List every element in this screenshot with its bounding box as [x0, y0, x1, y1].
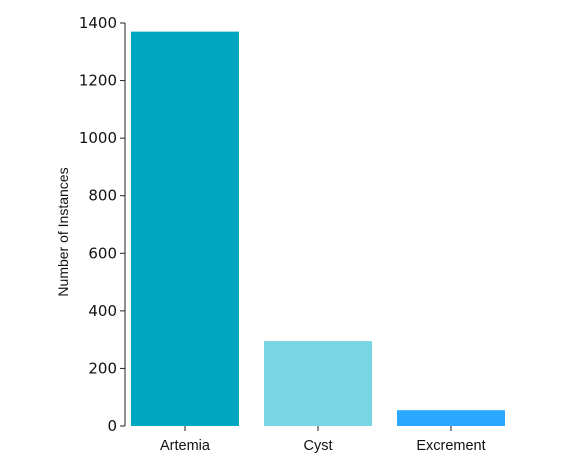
y-tick-label: 600: [88, 244, 117, 262]
bar-excrement: [397, 410, 505, 426]
x-tick-label: Artemia: [160, 438, 211, 454]
x-tick-label: Cyst: [304, 438, 333, 454]
y-axis: 0 200 400 600 800 1000 1200 1400: [79, 14, 126, 435]
x-axis: Artemia Cyst Excrement: [160, 426, 486, 454]
y-tick-label: 800: [88, 187, 117, 205]
y-tick-label: 1200: [79, 72, 117, 90]
y-tick-label: 200: [88, 359, 117, 377]
y-tick-label: 0: [107, 417, 117, 435]
y-tick-label: 1000: [79, 129, 117, 147]
y-tick-label: 1400: [79, 14, 117, 32]
bar-artemia: [131, 31, 239, 427]
bar-cyst: [264, 341, 372, 426]
bars: [131, 31, 505, 427]
y-tick-label: 400: [88, 302, 117, 320]
x-tick-label: Excrement: [416, 438, 485, 454]
y-axis-title: Number of Instances: [55, 167, 71, 296]
